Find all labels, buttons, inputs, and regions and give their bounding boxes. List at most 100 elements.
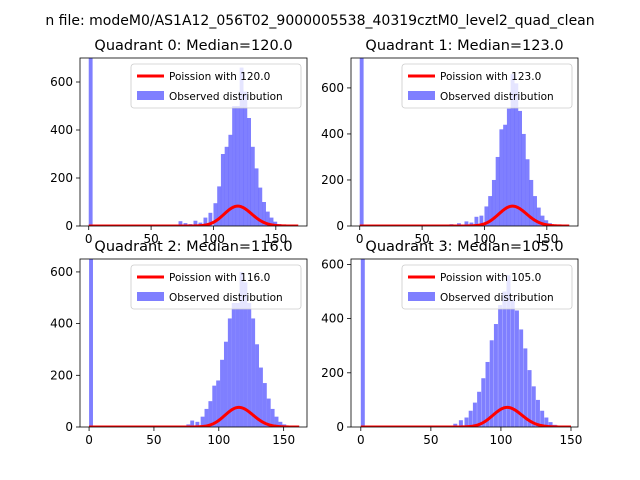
histogram-bar xyxy=(477,391,482,427)
histogram-bar xyxy=(489,340,494,427)
histogram-bar xyxy=(243,282,248,427)
histogram-bar xyxy=(485,361,490,427)
x-tick-label: 100 xyxy=(473,232,496,246)
subplot-quadrant-1: 0 50 100 150 0 200 400 600 Quadrant 1: Median=12… xyxy=(321,38,579,246)
axes-frame xyxy=(350,57,579,227)
histogram-bar xyxy=(259,367,263,427)
legend-label-fit: Poission with 116.0 xyxy=(169,272,270,284)
histogram-bar xyxy=(216,380,221,427)
y-tick-label: 200 xyxy=(321,366,344,380)
histogram-bar xyxy=(193,220,198,226)
histogram-bar xyxy=(474,216,479,226)
histogram-bar xyxy=(484,206,489,226)
y-tick-label: 400 xyxy=(321,127,344,141)
histogram-bar xyxy=(536,207,541,226)
histogram-bar xyxy=(213,203,218,226)
histogram-bar xyxy=(498,305,503,427)
histogram-bar xyxy=(208,212,213,226)
x-tick-label: 50 xyxy=(143,232,158,246)
histogram-bar xyxy=(178,221,183,226)
histogram-bar xyxy=(468,410,473,427)
histogram-bar xyxy=(212,385,217,427)
histogram-bar xyxy=(469,222,474,226)
axes-frame xyxy=(79,57,308,227)
histogram-bar xyxy=(548,422,553,427)
x-tick-label: 50 xyxy=(423,433,438,447)
histogram-bar xyxy=(247,118,251,226)
subplot-quadrant-3: 0 50 100 150 0 200 400 600 Quadrant 3: Median=10… xyxy=(321,239,582,447)
legend-label-fit: Poission with 123.0 xyxy=(440,71,541,83)
y-tick-label: 0 xyxy=(336,420,344,434)
y-tick-label: 400 xyxy=(321,312,344,326)
histogram-bar xyxy=(247,302,252,427)
y-tick-label: 200 xyxy=(50,368,73,382)
histogram-bar xyxy=(495,156,500,226)
legend-label-fit: Poission with 120.0 xyxy=(169,71,270,83)
histogram-bar xyxy=(195,421,200,427)
histogram-bar xyxy=(227,318,232,427)
histogram-bar xyxy=(262,383,267,427)
x-tick-label: 0 xyxy=(85,232,93,246)
histogram-bar xyxy=(540,215,545,226)
histogram-bar xyxy=(481,378,486,427)
histogram-bar xyxy=(531,386,536,427)
legend-label-fit: Poission with 105.0 xyxy=(440,272,541,284)
figure-suptitle: n file: modeM0/AS1A12_056T02_9000005538_… xyxy=(45,13,594,29)
subplot-title: Quadrant 1: Median=123.0 xyxy=(365,38,563,54)
x-tick-label: 100 xyxy=(202,232,225,246)
y-tick-label: 200 xyxy=(50,171,73,185)
histogram-bar xyxy=(243,91,248,226)
histogram-bar xyxy=(274,416,279,427)
histogram-bar xyxy=(529,179,534,226)
histogram-bar xyxy=(544,417,549,427)
histogram-bar xyxy=(190,420,195,427)
histogram-bar xyxy=(519,329,524,427)
y-tick-label: 0 xyxy=(336,219,344,233)
histogram-bar xyxy=(232,106,237,226)
histogram-bar xyxy=(204,408,209,427)
x-tick-label: 0 xyxy=(356,232,364,246)
histogram-bar xyxy=(89,259,93,427)
histogram-bar xyxy=(499,129,504,226)
legend-bar-swatch xyxy=(408,91,435,100)
legend-label-observed: Observed distribution xyxy=(169,91,283,103)
histogram-bar xyxy=(250,146,255,226)
histogram-bar xyxy=(360,259,365,427)
histogram-bar xyxy=(258,187,263,226)
histogram-bar xyxy=(458,420,463,427)
histogram-bar xyxy=(493,324,498,427)
histogram-bar xyxy=(514,83,519,226)
y-tick-label: 0 xyxy=(65,219,73,233)
histogram-bar xyxy=(510,299,515,427)
subplot-title: Quadrant 3: Median=105.0 xyxy=(365,239,563,255)
histogram-bar xyxy=(521,133,526,226)
histogram-bar xyxy=(510,74,515,226)
histogram-bar xyxy=(488,196,493,226)
histogram-bar xyxy=(265,211,270,226)
histogram-bar xyxy=(464,417,469,427)
subplot-quadrant-2: 0 50 100 150 0 200 400 600 Quadrant 2: Median=11… xyxy=(50,239,308,447)
histogram-bar xyxy=(502,291,507,427)
histogram-bar xyxy=(266,398,271,427)
histogram-bar xyxy=(518,110,522,226)
histogram-bar xyxy=(231,302,236,427)
legend-bar-swatch xyxy=(137,91,164,100)
histogram-bar xyxy=(239,67,244,226)
histogram-bar xyxy=(235,302,240,427)
histogram-bar xyxy=(228,134,233,226)
y-tick-label: 600 xyxy=(50,75,73,89)
histogram-bar xyxy=(278,421,283,427)
histogram-bar xyxy=(544,220,549,226)
y-tick-label: 200 xyxy=(321,173,344,187)
x-tick-label: 150 xyxy=(264,232,287,246)
histogram-bars xyxy=(360,259,564,427)
histogram-bar xyxy=(269,217,274,226)
y-tick-label: 600 xyxy=(50,265,73,279)
histogram-bars xyxy=(359,58,564,226)
legend-box xyxy=(401,264,573,310)
histogram-bar xyxy=(251,318,256,427)
histogram-bar xyxy=(540,410,545,427)
histogram-bar xyxy=(479,215,484,226)
legend-label-observed: Observed distribution xyxy=(440,292,554,304)
